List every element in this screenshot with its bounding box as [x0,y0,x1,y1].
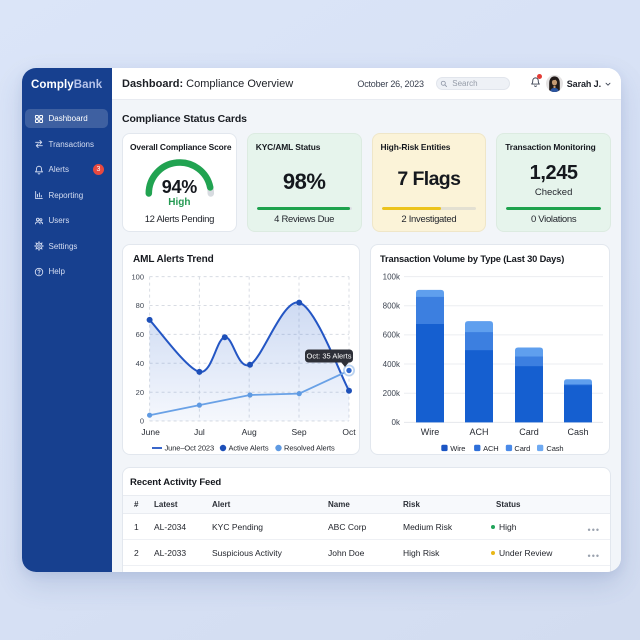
svg-text:Oct: 35 Alerts: Oct: 35 Alerts [306,352,351,361]
svg-text:Sep: Sep [291,427,306,437]
svg-text:40: 40 [136,359,144,368]
svg-text:0k: 0k [392,418,401,427]
svg-text:100k: 100k [383,272,401,281]
svg-text:Oct: Oct [342,427,356,437]
svg-text:Aug: Aug [242,427,257,437]
svg-text:Cash: Cash [546,444,563,453]
svg-text:100: 100 [131,272,144,281]
svg-text:ACH: ACH [469,427,488,437]
svg-text:400k: 400k [383,360,401,369]
svg-text:Card: Card [519,427,539,437]
svg-text:80: 80 [136,301,144,310]
svg-text:60: 60 [136,330,144,339]
svg-text:Active Alerts: Active Alerts [229,444,269,453]
svg-text:June–Oct 2023: June–Oct 2023 [165,444,215,453]
svg-text:0: 0 [140,417,144,426]
svg-text:Resolved Alerts: Resolved Alerts [284,444,335,453]
svg-text:Wire: Wire [450,444,465,453]
svg-text:Jul: Jul [194,427,205,437]
svg-text:Cash: Cash [567,427,588,437]
svg-text:Wire: Wire [421,427,440,437]
svg-text:ACH: ACH [483,444,499,453]
svg-text:600k: 600k [383,331,401,340]
svg-text:200k: 200k [383,389,401,398]
svg-text:20: 20 [136,388,144,397]
svg-text:800k: 800k [383,302,401,311]
svg-text:Card: Card [514,444,530,453]
svg-text:June: June [141,427,160,437]
